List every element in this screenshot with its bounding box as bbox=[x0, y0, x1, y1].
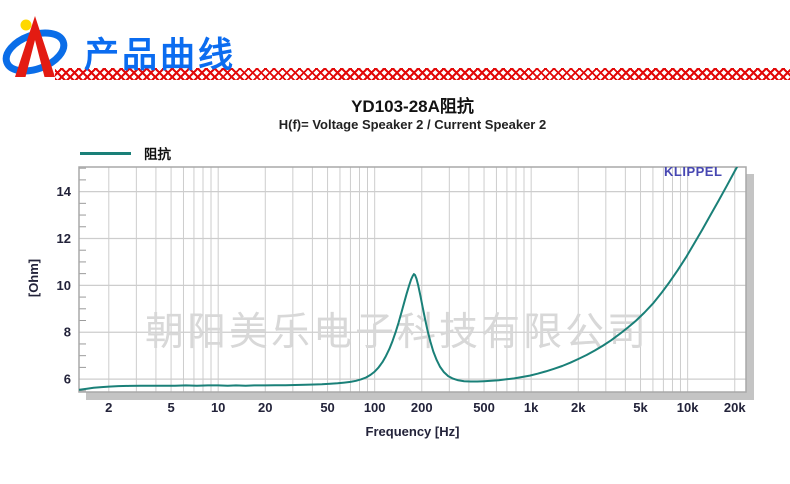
y-tick-label: 12 bbox=[57, 231, 71, 246]
chart-subtitle: H(f)= Voltage Speaker 2 / Current Speake… bbox=[278, 117, 547, 132]
plot-border bbox=[78, 166, 747, 393]
legend-line-swatch bbox=[80, 151, 131, 155]
klippel-watermark: KLIPPEL bbox=[664, 164, 723, 179]
y-minor-ticks bbox=[79, 167, 86, 392]
x-tick-label: 50 bbox=[320, 400, 334, 415]
x-tick-label: 2 bbox=[105, 400, 112, 415]
x-tick-label: 5k bbox=[633, 400, 648, 415]
page-header: 产品曲线 bbox=[0, 0, 790, 80]
y-tick-label: 10 bbox=[57, 278, 71, 293]
x-tick-label: 100 bbox=[364, 400, 386, 415]
legend: 阻抗 bbox=[80, 143, 171, 163]
x-tick-label: 200 bbox=[411, 400, 433, 415]
x-tick-label: 500 bbox=[473, 400, 495, 415]
x-tick-labels: 2 5 10 20 50 100 200 500 1k 2k 5k 10k 20k bbox=[105, 400, 746, 415]
plot-grid: 6 8 10 12 14 2 5 10 20 50 100 200 500 1k 2k 5k 10k 20k bbox=[57, 166, 747, 415]
x-tick-label: 1k bbox=[524, 400, 539, 415]
impedance-curve bbox=[79, 167, 739, 391]
brand-title: 产品曲线 bbox=[84, 36, 237, 75]
x-tick-label: 5 bbox=[167, 400, 174, 415]
x-tick-label: 20 bbox=[258, 400, 272, 415]
x-tick-label: 20k bbox=[724, 400, 746, 415]
x-tick-label: 10k bbox=[677, 400, 699, 415]
x-tick-label: 10 bbox=[211, 400, 225, 415]
y-tick-label: 6 bbox=[64, 372, 71, 387]
chart-title: YD103-28A阻抗 bbox=[351, 97, 474, 116]
legend-label: 阻抗 bbox=[144, 147, 171, 162]
plot-shadow-right bbox=[746, 174, 754, 400]
plot-shadow-bottom bbox=[86, 392, 754, 400]
y-tick-label: 14 bbox=[57, 184, 72, 199]
x-axis-label: Frequency [Hz] bbox=[365, 424, 460, 439]
y-tick-label: 8 bbox=[64, 325, 71, 340]
impedance-chart: YD103-28A阻抗 H(f)= Voltage Speaker 2 / Cu… bbox=[0, 80, 790, 484]
y-tick-labels: 6 8 10 12 14 bbox=[57, 184, 72, 387]
x-gridlines bbox=[108, 167, 736, 392]
y-gridlines bbox=[79, 191, 746, 380]
company-logo-icon bbox=[2, 16, 68, 77]
checker-strip bbox=[55, 68, 790, 80]
x-tick-label: 2k bbox=[571, 400, 586, 415]
impedance-curve-path bbox=[79, 167, 739, 391]
